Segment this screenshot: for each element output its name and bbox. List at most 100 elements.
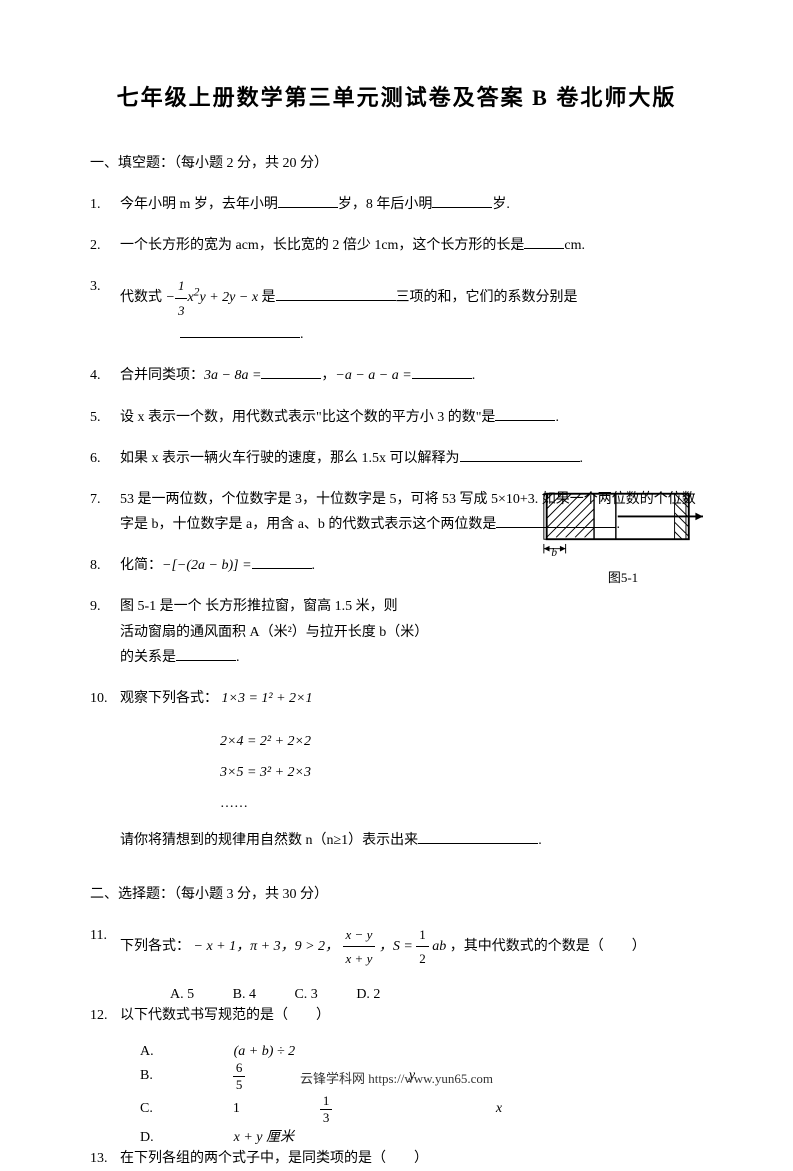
blank xyxy=(278,192,338,208)
q3-part-d: . xyxy=(300,327,304,342)
q11-expr-c: ab xyxy=(432,939,446,954)
q4-expr-a: 3a − 8a = xyxy=(204,368,261,383)
q1-text: 今年小明 m 岁，去年小明岁，8 年后小明岁. xyxy=(120,192,703,217)
frac-den: 2 xyxy=(416,947,429,970)
q11-intro: 下列各式： xyxy=(120,939,190,954)
q5-num: 5. xyxy=(90,405,120,430)
footer-text: 云锋学科网 xyxy=(300,1071,368,1086)
question-3: 3. 代数式 −13x2y + 2y − x 是三项的和，它们的系数分别是 . xyxy=(90,274,703,347)
page-footer: 云锋学科网 https://www.yun65.com xyxy=(0,1068,793,1087)
q9-line1: 图 5-1 是一个 长方形推拉窗，窗高 1.5 米，则 xyxy=(120,599,398,614)
question-13: 13. 在下列各组的两个式子中，是同类项的是（ ） xyxy=(90,1146,703,1171)
blank xyxy=(495,405,555,421)
option-a: A. (a + b) ÷ 2 xyxy=(140,1044,375,1060)
q13-num: 13. xyxy=(90,1146,120,1171)
q10-conclusion: 请你将猜想到的规律用自然数 n（n≥1）表示出来. xyxy=(90,828,703,853)
blank xyxy=(524,233,564,249)
q12-options: A. (a + b) ÷ 2 B. 65 y C. 113 x D. x + y… xyxy=(140,1044,703,1146)
q11-expr-a: − x + 1，π + 3，9 > 2， xyxy=(194,939,340,954)
frac-den: x + y xyxy=(343,947,376,970)
option-d: D. 2 xyxy=(356,987,380,1003)
page-title: 七年级上册数学第三单元测试卷及答案 B 卷北师大版 xyxy=(90,80,703,112)
blank xyxy=(261,363,321,379)
q5-period: . xyxy=(555,410,559,425)
frac-num: 1 xyxy=(175,274,188,298)
q3-num: 3. xyxy=(90,274,120,347)
blank xyxy=(460,446,580,462)
q9-num: 9. xyxy=(90,594,120,670)
q6-period: . xyxy=(580,451,584,466)
frac-num: x − y xyxy=(343,923,376,947)
q10-text-b: 请你将猜想到的规律用自然数 n（n≥1）表示出来 xyxy=(120,833,418,848)
q9-line3: 的关系是 xyxy=(120,650,176,665)
q10-dots: …… xyxy=(220,789,703,820)
q1-part-b: 岁，8 年后小明 xyxy=(338,197,433,212)
blank xyxy=(252,553,312,569)
q10-text: 观察下列各式： 1×3 = 1² + 2×1 xyxy=(120,686,703,711)
blank xyxy=(176,645,236,661)
fraction-half: 12 xyxy=(416,923,429,971)
fraction-one-third: 13 xyxy=(175,274,188,322)
q8-part-a: 化简： xyxy=(120,558,162,573)
option-d: D. x + y 厘米 xyxy=(140,1126,374,1146)
q11-options: A. 5 B. 4 C. 3 D. 2 xyxy=(170,987,703,1003)
section2-header: 二、选择题：（每小题 3 分，共 30 分） xyxy=(90,883,703,903)
question-9: 9. 图 5-1 是一个 长方形推拉窗，窗高 1.5 米，则 活动窗扇的通风面积… xyxy=(90,594,703,670)
q10-eq1: 1×3 = 1² + 2×1 xyxy=(222,691,313,706)
q4-period: . xyxy=(472,368,476,383)
whole: 1 xyxy=(233,1101,240,1117)
q7-num: 7. xyxy=(90,487,120,537)
opt-label: D. xyxy=(140,1130,154,1146)
q8-period: . xyxy=(312,558,316,573)
q9-line2: 活动窗扇的通风面积 A（米²）与拉开长度 b（米） xyxy=(120,625,428,640)
q3-part-c: 三项的和，它们的系数分别是 xyxy=(396,290,578,305)
q4-expr-b: −a − a − a = xyxy=(335,368,411,383)
question-10: 10. 观察下列各式： 1×3 = 1² + 2×1 xyxy=(90,686,703,711)
q11-text: 下列各式： − x + 1，π + 3，9 > 2， x − yx + y ，S… xyxy=(120,923,703,971)
fraction-1-3: 13 xyxy=(320,1093,413,1126)
q12-intro: 以下代数式书写规范的是（ ） xyxy=(120,1008,330,1023)
q4-part-a: 合并同类项： xyxy=(120,368,204,383)
footer-url: https://www.yun65.com xyxy=(368,1071,493,1086)
blank xyxy=(412,363,472,379)
q2-part-b: cm. xyxy=(564,238,585,253)
opt-expr: (a + b) ÷ 2 xyxy=(234,1044,295,1060)
spacer xyxy=(90,828,120,853)
q3-expr: −13x2y + 2y − x xyxy=(166,290,262,305)
q13-text: 在下列各组的两个式子中，是同类项的是（ ） xyxy=(120,1146,703,1171)
opt-expr: x xyxy=(496,1101,502,1117)
q3-expr-rest: y + 2y − x xyxy=(200,290,259,305)
figure-5-1: b 图5-1 xyxy=(523,490,703,586)
q10-num: 10. xyxy=(90,686,120,711)
figure-label: 图5-1 xyxy=(543,567,703,586)
window-diagram-svg: b xyxy=(523,490,703,560)
question-2: 2. 一个长方形的宽为 acm，长比宽的 2 倍少 1cm，这个长方形的长是cm… xyxy=(90,233,703,258)
q4-text: 合并同类项：3a − 8a =，−a − a − a =. xyxy=(120,363,703,388)
frac-den: 3 xyxy=(320,1110,333,1126)
question-12: 12. 以下代数式书写规范的是（ ） xyxy=(90,1003,703,1028)
blank xyxy=(180,322,300,338)
question-4: 4. 合并同类项：3a − 8a =，−a − a − a =. xyxy=(90,363,703,388)
q10-eq2: 2×4 = 2² + 2×2 xyxy=(220,727,703,758)
question-5: 5. 设 x 表示一个数，用代数式表示"比这个数的平方小 3 的数"是. xyxy=(90,405,703,430)
q13-intro: 在下列各组的两个式子中，是同类项的是（ ） xyxy=(120,1151,428,1166)
frac-num: 1 xyxy=(320,1093,333,1110)
minus-sign: − xyxy=(166,290,175,305)
opt-expr: x + y 厘米 xyxy=(234,1126,294,1146)
frac-num: 1 xyxy=(416,923,429,947)
blank xyxy=(432,192,492,208)
q10-period: . xyxy=(538,833,542,848)
q12-text: 以下代数式书写规范的是（ ） xyxy=(120,1003,703,1028)
q2-part-a: 一个长方形的宽为 acm，长比宽的 2 倍少 1cm，这个长方形的长是 xyxy=(120,238,524,253)
option-c: C. 3 xyxy=(294,987,317,1003)
b-label: b xyxy=(551,547,557,559)
frac-den: 3 xyxy=(175,299,188,322)
q8-num: 8. xyxy=(90,553,120,578)
q3-part-a: 代数式 xyxy=(120,290,162,305)
q3-text: 代数式 −13x2y + 2y − x 是三项的和，它们的系数分别是 . xyxy=(120,274,703,347)
q10-eq3: 3×5 = 3² + 2×3 xyxy=(220,758,703,789)
option-b: B. 4 xyxy=(233,987,256,1003)
q6-part-a: 如果 x 表示一辆火车行驶的速度，那么 1.5x 可以解释为 xyxy=(120,451,460,466)
q1-part-c: 岁. xyxy=(492,197,510,212)
option-a: A. 5 xyxy=(170,987,194,1003)
